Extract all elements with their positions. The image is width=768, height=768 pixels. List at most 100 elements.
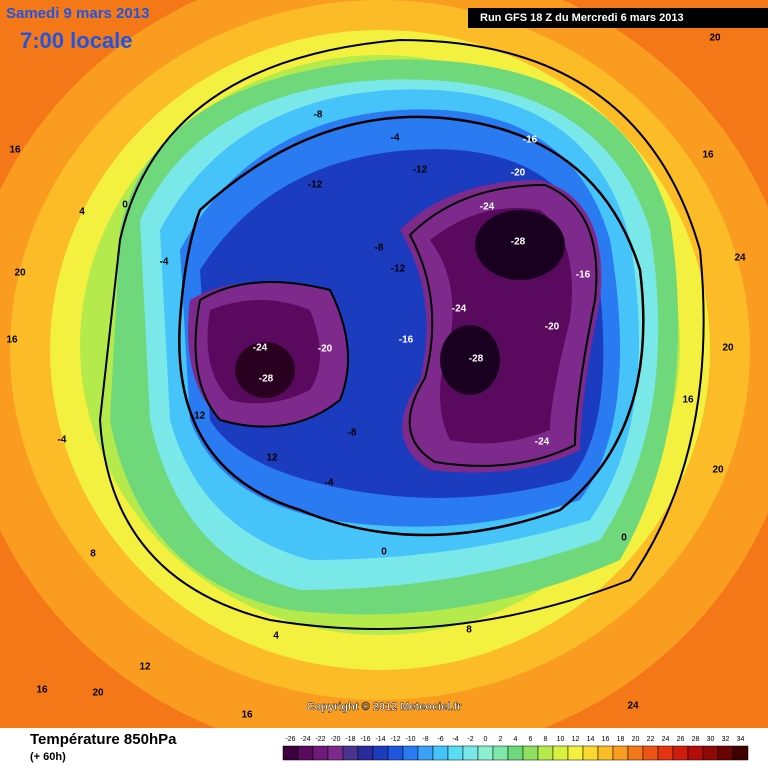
run-date: Samedi 9 mars 2013: [6, 5, 149, 22]
contour-label: -24: [253, 343, 268, 354]
local-time: 7:00 locale: [20, 28, 133, 53]
colorbar-tick-label: 10: [557, 736, 565, 743]
color-swatch: [297, 745, 314, 761]
colorbar-tick-label: -24: [300, 736, 310, 743]
color-swatch: [552, 745, 569, 761]
legend-subtitle: (+ 60h): [30, 751, 66, 763]
color-swatch: [582, 745, 599, 761]
contour-label: 24: [627, 701, 639, 712]
colorbar-tick-label: -14: [375, 736, 385, 743]
colorbar-tick-label: 6: [529, 736, 533, 743]
contour-label: 12: [266, 453, 278, 464]
colorbar-tick-label: 0: [484, 736, 488, 743]
colorbar-tick-label: 2: [499, 736, 503, 743]
color-swatch: [462, 745, 479, 761]
colorbar-tick-label: 28: [692, 736, 700, 743]
color-swatch: [672, 745, 689, 761]
legend-title: Température 850hPa: [30, 731, 177, 748]
color-swatch: [642, 745, 659, 761]
contour-label: 20: [92, 688, 104, 699]
contour-label: -4: [325, 478, 334, 489]
contour-label: -8: [375, 243, 384, 254]
color-swatch: [432, 745, 449, 761]
colorbar-tick-label: -18: [345, 736, 355, 743]
contour-label: -20: [318, 344, 333, 355]
color-swatch: [282, 745, 299, 761]
contour-label: -16: [523, 135, 538, 146]
contour-label: 16: [702, 150, 714, 161]
color-swatch: [537, 745, 554, 761]
contour-label: -20: [545, 322, 560, 333]
colorbar-tick-label: 22: [647, 736, 655, 743]
contour-label: -16: [399, 335, 414, 346]
contour-label: 20: [14, 268, 26, 279]
color-swatch: [387, 745, 404, 761]
color-swatch: [567, 745, 584, 761]
color-swatch: [717, 745, 734, 761]
colorbar-tick-label: -12: [390, 736, 400, 743]
color-swatch: [627, 745, 644, 761]
contour-label: 16: [36, 685, 48, 696]
contour-label: 20: [709, 33, 721, 44]
contour-label: -12: [308, 180, 323, 191]
color-swatch: [477, 745, 494, 761]
run-info: Run GFS 18 Z du Mercredi 6 mars 2013: [480, 12, 684, 24]
colorbar-tick-label: 32: [722, 736, 730, 743]
color-swatch: [612, 745, 629, 761]
color-swatch: [597, 745, 614, 761]
color-swatch: [687, 745, 704, 761]
colorbar-tick-label: -2: [467, 736, 473, 743]
contour-label: -16: [576, 270, 591, 281]
contour-label: -8: [348, 428, 357, 439]
contour-label: 8: [466, 625, 472, 636]
colorbar-tick-label: 14: [587, 736, 595, 743]
contour-label: 8: [90, 549, 96, 560]
colorbar-tick-label: 4: [514, 736, 518, 743]
contour-label: 4: [273, 631, 279, 642]
contour-label: 16: [9, 145, 21, 156]
contour-label: -12: [391, 264, 406, 275]
contour-label: 20: [722, 343, 734, 354]
contour-label: -8: [314, 110, 323, 121]
contour-label: 0: [381, 547, 387, 558]
contour-label: 0: [122, 200, 128, 211]
colorbar-tick-label: -10: [405, 736, 415, 743]
contour-label: -20: [511, 168, 526, 179]
contour-label: -28: [511, 237, 526, 248]
contour-label: 16: [682, 395, 694, 406]
color-swatch: [702, 745, 719, 761]
color-swatch: [402, 745, 419, 761]
contour-label: 16: [241, 710, 253, 721]
colorbar-tick-label: -8: [422, 736, 428, 743]
contour-label: 16: [6, 335, 18, 346]
contour-label: -24: [452, 304, 467, 315]
colorbar-tick-label: 8: [544, 736, 548, 743]
colorbar-tick-label: 24: [662, 736, 670, 743]
colorbar: -26 -24 -22 -20 -18 -16 -14 -12 -10 -8 -6 -4 -2 0 2 4 6 8…: [282, 736, 749, 761]
contour-label: -4: [391, 133, 400, 144]
color-swatch: [447, 745, 464, 761]
contour-label: -12: [413, 165, 428, 176]
colorbar-tick-label: -20: [330, 736, 340, 743]
color-swatch: [372, 745, 389, 761]
colorbar-tick-label: -16: [360, 736, 370, 743]
colorbar-tick-label: 26: [677, 736, 685, 743]
colorbar-tick-label: -6: [437, 736, 443, 743]
contour-label: 20: [712, 465, 724, 476]
color-swatch: [507, 745, 524, 761]
contour-label: -28: [469, 354, 484, 365]
contour-label: 0: [621, 533, 627, 544]
contour-label: -24: [480, 202, 495, 213]
contour-label: -4: [58, 435, 67, 446]
color-swatch: [327, 745, 344, 761]
colorbar-tick-label: 16: [602, 736, 610, 743]
color-swatch: [522, 745, 539, 761]
color-swatch: [312, 745, 329, 761]
color-swatch: [342, 745, 359, 761]
colorbar-tick-label: 12: [572, 736, 580, 743]
colorbar-tick-label: 18: [617, 736, 625, 743]
copyright: Copyright © 2012 Meteociel.fr: [307, 701, 463, 713]
